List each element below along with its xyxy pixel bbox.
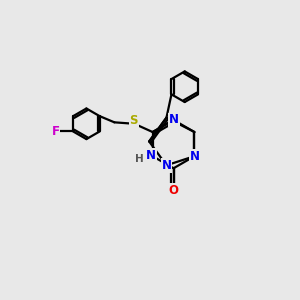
Text: N: N (161, 159, 172, 172)
Text: S: S (130, 114, 138, 127)
Text: N: N (169, 113, 178, 127)
Text: N: N (190, 150, 200, 163)
Text: F: F (52, 125, 59, 138)
Text: H: H (135, 154, 144, 164)
Text: O: O (169, 184, 178, 196)
Text: N: N (146, 149, 156, 162)
